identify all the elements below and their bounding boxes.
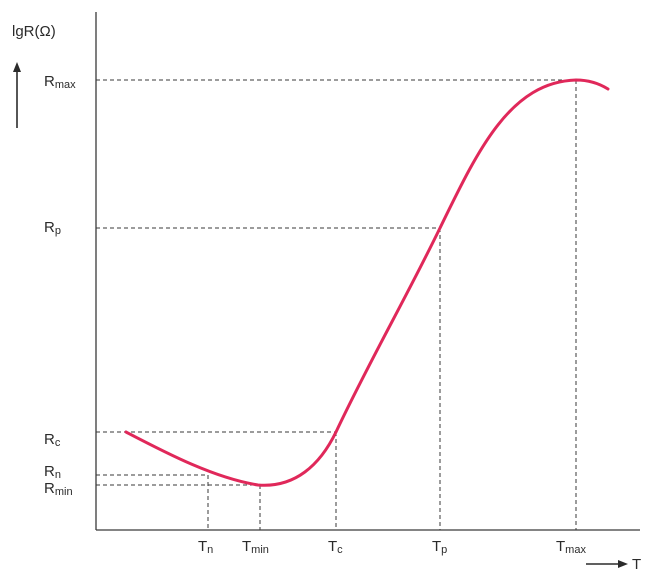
y-axis-arrow-icon — [13, 62, 21, 128]
vertical-guides — [207, 80, 577, 530]
horizontal-guides — [96, 79, 576, 486]
label-tp: Tp — [432, 538, 447, 556]
label-tc: Tc — [328, 538, 343, 556]
x-axis-title: T — [632, 556, 641, 572]
y-axis-title: lgR(Ω) — [12, 23, 56, 40]
label-rmin: Rmin — [44, 480, 73, 498]
label-rp: Rp — [44, 219, 61, 237]
label-rmax: Rmax — [44, 73, 76, 91]
resistance-curve — [124, 78, 610, 487]
label-tmax: Tmax — [556, 538, 586, 556]
x-axis-arrow-icon — [586, 560, 628, 568]
label-tmin: Tmin — [242, 538, 269, 556]
label-tn: Tn — [198, 538, 213, 556]
label-rn: Rn — [44, 463, 61, 481]
label-rc: Rc — [44, 431, 61, 449]
